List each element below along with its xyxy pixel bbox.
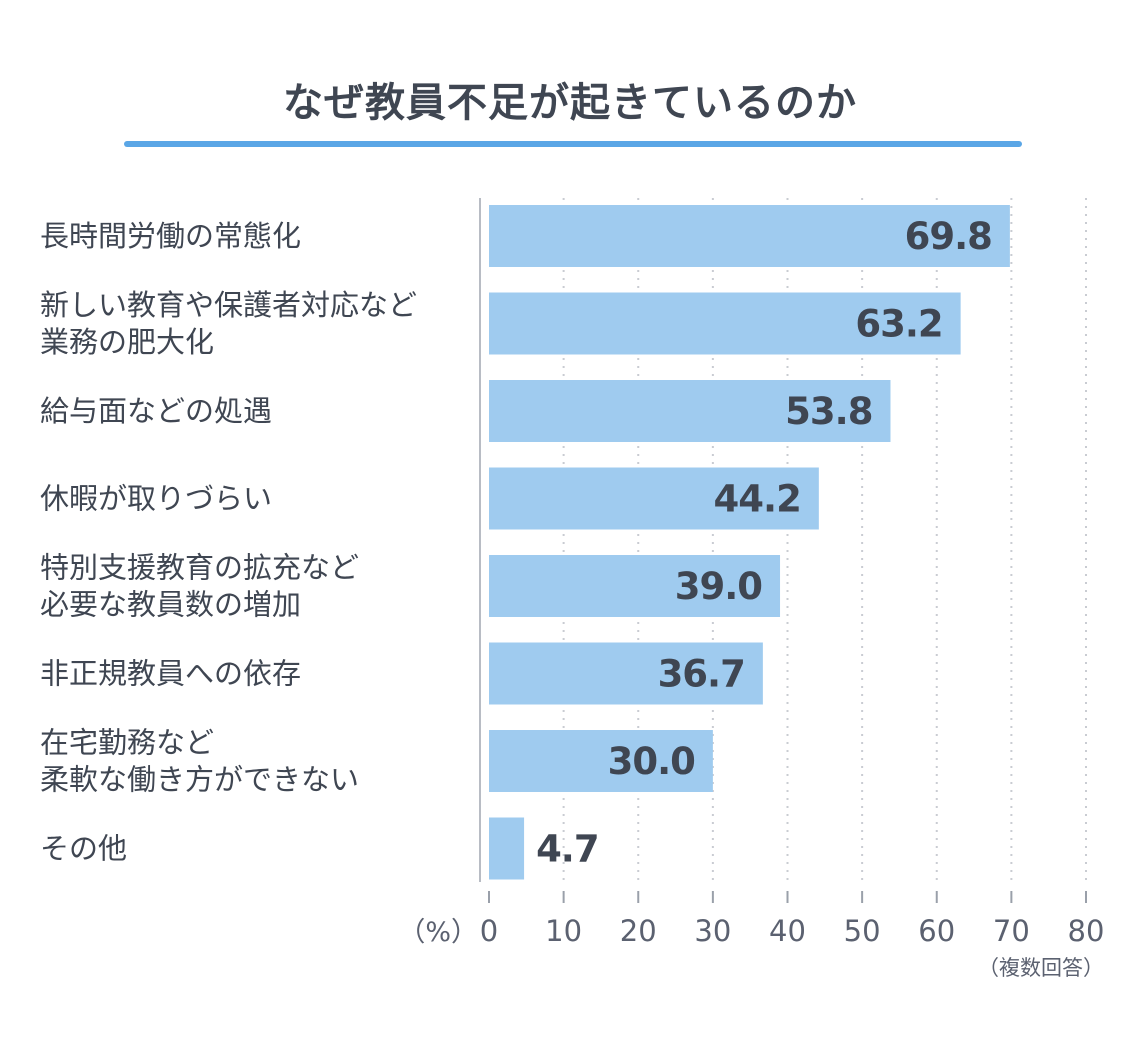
value-label: 4.7: [536, 828, 599, 871]
tick-label: 80: [1068, 914, 1105, 948]
chart-title: なぜ教員不足が起きているのか: [283, 80, 857, 126]
category-label: 在宅勤務など: [40, 726, 214, 760]
category-label: その他: [40, 832, 127, 866]
tick-label: 70: [993, 914, 1030, 948]
category-label: 特別支援教育の拡充など: [40, 551, 359, 585]
title-underline: [124, 141, 1022, 147]
multiple-answer-note: （複数回答）: [978, 956, 1104, 980]
tick-label: 40: [769, 914, 806, 948]
bar: [489, 555, 781, 617]
category-label: 業務の肥大化: [40, 325, 214, 359]
bar: [489, 205, 1010, 267]
value-label: 36.7: [658, 653, 745, 696]
category-label: 休暇が取りづらい: [40, 482, 272, 516]
value-label: 44.2: [714, 478, 801, 521]
bar: [489, 467, 819, 530]
bars: 69.8 63.2 53.8 44.2 39.0 36.7 30.0 4.7: [489, 205, 1010, 880]
tick-labels: 0 10 20 30 40 50 60 70 80: [480, 891, 1105, 948]
tick-label: 30: [694, 914, 731, 948]
category-label: 新しい教育や保護者対応など: [40, 288, 417, 322]
bar: [489, 642, 763, 705]
unit-label: （%）: [398, 917, 478, 948]
value-label: 53.8: [785, 390, 872, 433]
tick-label: 50: [844, 914, 881, 948]
bar: [489, 817, 525, 880]
bar: [489, 380, 891, 442]
tick-label: 20: [620, 914, 657, 948]
tick-label: 60: [918, 914, 955, 948]
category-label: 非正規教員への依存: [40, 657, 301, 691]
category-labels: 長時間労働の常態化新しい教育や保護者対応など業務の肥大化給与面などの処遇休暇が取…: [40, 219, 417, 866]
tick-label: 0: [480, 914, 498, 948]
category-label: 長時間労働の常態化: [40, 219, 301, 253]
value-label: 69.8: [905, 215, 992, 258]
value-label: 39.0: [675, 565, 762, 608]
category-label: 給与面などの処遇: [40, 394, 272, 428]
tick-label: 10: [545, 914, 582, 948]
value-label: 63.2: [855, 303, 942, 346]
bar: [489, 292, 961, 355]
value-label: 30.0: [608, 740, 695, 783]
category-label: 柔軟な働き方ができない: [40, 763, 359, 797]
category-label: 必要な教員数の増加: [40, 588, 301, 622]
bar: [489, 730, 713, 792]
